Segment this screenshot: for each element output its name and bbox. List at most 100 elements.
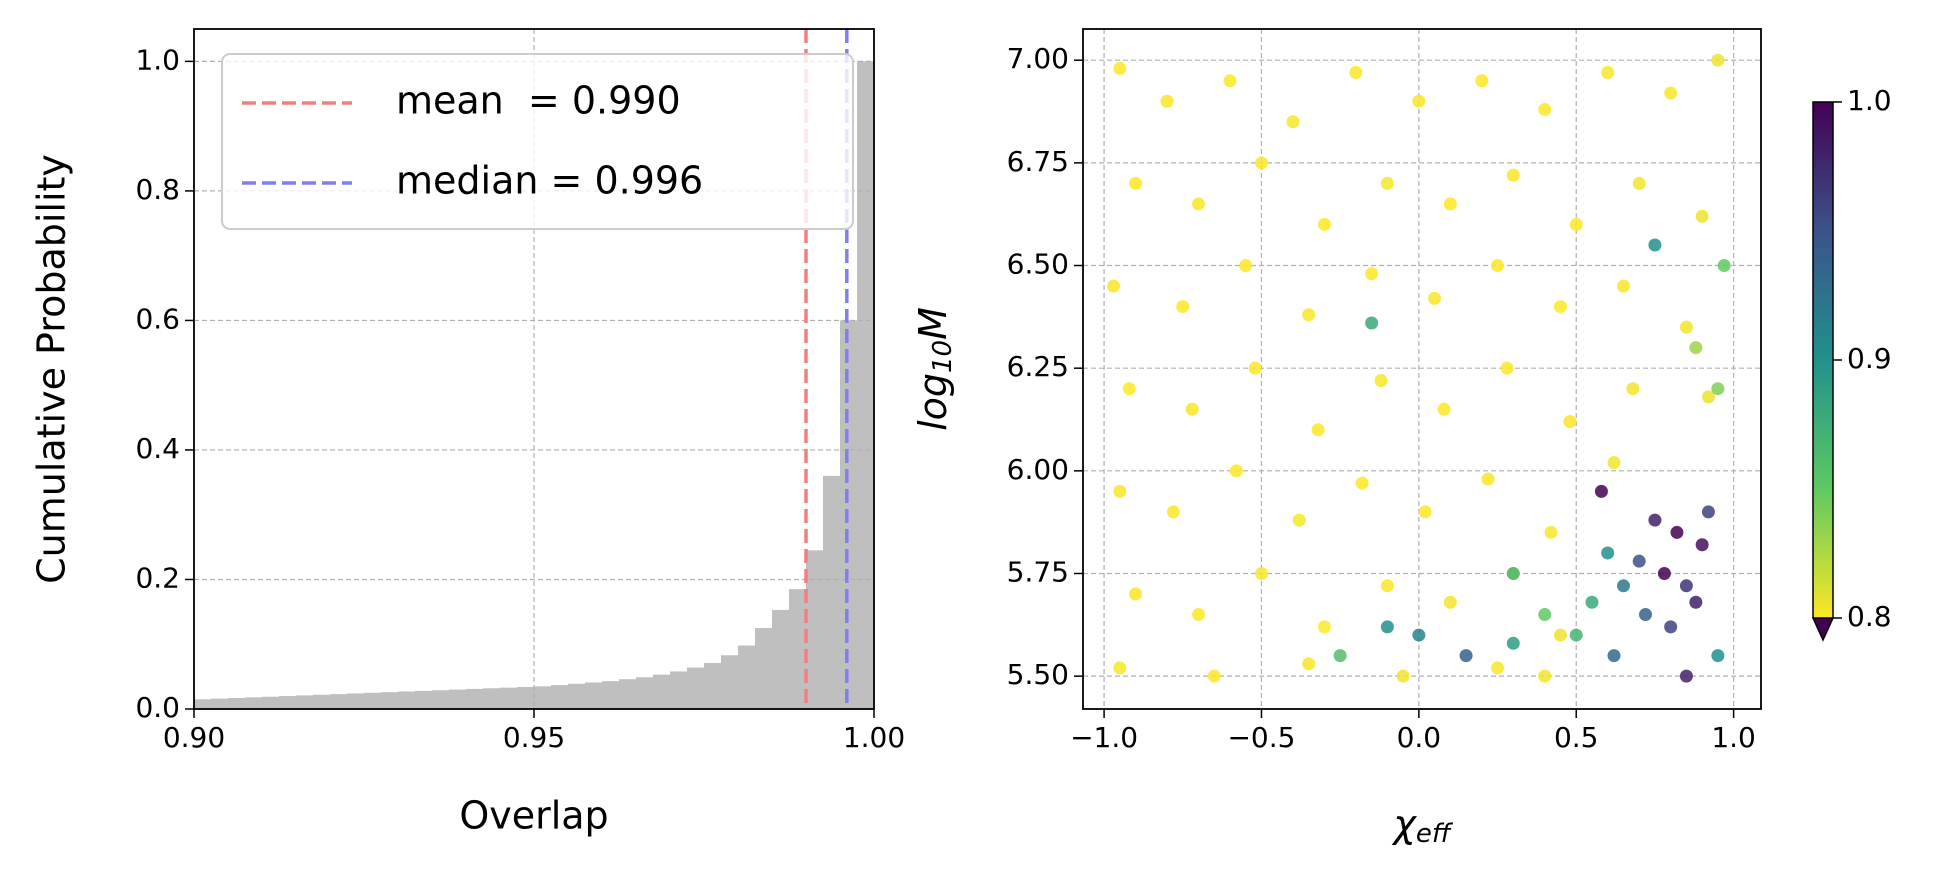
x-tick-label: 1.00 [843,721,905,754]
point [1701,390,1715,404]
y-tick-label: 0.2 [135,561,180,594]
point [1122,382,1136,396]
point [1544,525,1558,539]
bar [653,674,670,709]
bar [466,688,483,709]
point [1585,595,1599,609]
point [1670,525,1684,539]
histogram-panel: 0.90 0.95 1.00 0.0 0.2 0.4 0.6 0.8 1.0 Overlap Cum… [30,28,905,838]
point [1412,628,1426,642]
point [1711,382,1725,396]
point [1365,316,1379,330]
point [1648,513,1662,527]
bar [687,667,704,709]
point [1292,513,1306,527]
bar [704,663,721,709]
point [1166,505,1180,519]
bar [636,677,653,709]
point [1689,341,1703,355]
point [1616,279,1630,293]
point [1113,661,1127,675]
point [1302,657,1316,671]
y-tick-label: 0.8 [135,173,180,206]
legend-box [221,53,854,230]
point [1689,595,1703,609]
point [1657,566,1671,580]
point [1365,267,1379,281]
point [1333,649,1347,663]
point [1254,566,1268,580]
bar [789,589,806,709]
bar [347,693,364,709]
y-tick-label: 0.4 [135,432,180,465]
point [1176,300,1190,314]
y-tick-label: 7.00 [1007,42,1069,75]
colorbar [1813,102,1833,618]
point [1129,587,1143,601]
point [1311,423,1325,437]
bar [432,690,449,709]
point [1538,608,1552,622]
bar [602,681,619,709]
bar [823,475,840,709]
bar [772,609,789,709]
point [1679,320,1693,334]
point [1317,217,1331,231]
point [1185,402,1199,416]
point [1239,259,1253,273]
point [1569,217,1583,231]
point [1349,66,1363,80]
point [1607,456,1621,470]
point [1302,308,1316,322]
point [1601,66,1615,80]
point [1443,595,1457,609]
x-tick-label: 0.0 [1397,721,1442,754]
y-axis-label: log10M [911,307,958,431]
bar [721,655,738,709]
bar [857,61,874,709]
y-tick-label: 6.25 [1007,350,1069,383]
point [1129,176,1143,190]
bar [364,692,381,709]
point [1601,546,1615,560]
x-label-symbol: χ [1391,802,1417,846]
point [1380,176,1394,190]
x-label-subscript: eff [1416,819,1454,849]
point [1638,608,1652,622]
point [1317,620,1331,634]
point [1607,649,1621,663]
point [1500,361,1514,375]
bar [755,628,772,709]
colorbar-tick-label: 1.0 [1847,84,1892,117]
point [1380,579,1394,593]
point [1396,669,1410,683]
bar [585,682,602,709]
bar [296,695,313,709]
point [1374,373,1388,387]
point [1695,209,1709,223]
point [1254,156,1268,170]
y-axis-label: Cumulative Probability [30,154,74,584]
point [1553,628,1567,642]
bar [500,687,517,709]
x-axis-label: Overlap [459,794,608,838]
point [1553,300,1567,314]
scatter-panel: −1.0 −0.5 0.0 0.5 1.0 5.50 5.75 6.00 6.25 6.50 6.7… [911,28,1892,849]
y-tick-label: 5.50 [1007,658,1069,691]
point [1632,554,1646,568]
x-tick-label: −0.5 [1227,721,1295,754]
point [1648,238,1662,252]
bar [262,696,279,709]
bar [228,697,245,709]
bar [568,683,585,709]
x-axis-label: χeff [1391,802,1453,849]
point [1248,361,1262,375]
point [1538,102,1552,116]
point [1563,415,1577,429]
y-tick-label: 6.50 [1007,248,1069,281]
point [1594,484,1608,498]
point [1418,505,1432,519]
colorbar-extension [1811,617,1835,642]
bar [738,645,755,709]
